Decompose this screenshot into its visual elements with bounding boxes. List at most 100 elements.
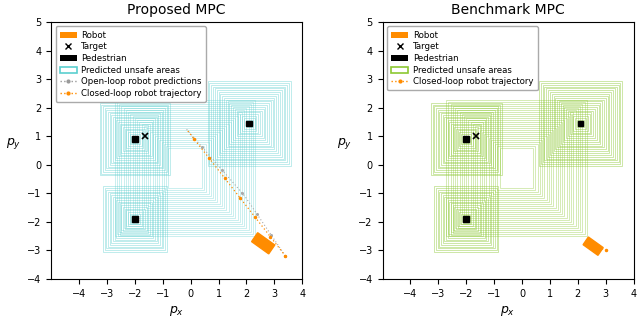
Bar	[477, 128, 556, 208]
Bar	[162, 142, 209, 194]
Bar	[444, 117, 488, 162]
Bar	[435, 186, 498, 252]
Bar	[570, 113, 591, 134]
Bar	[473, 124, 560, 212]
Bar	[120, 204, 150, 235]
Bar	[119, 104, 251, 232]
Bar	[458, 110, 575, 226]
Bar	[439, 191, 493, 247]
Bar	[128, 212, 141, 226]
Bar	[113, 197, 157, 242]
Bar	[453, 106, 580, 230]
Bar	[458, 210, 475, 228]
Bar	[122, 106, 249, 230]
Y-axis label: $p_y$: $p_y$	[337, 136, 352, 151]
Bar	[446, 119, 486, 160]
Bar	[231, 105, 268, 142]
Bar	[545, 87, 617, 160]
Bar	[131, 114, 240, 222]
Bar	[464, 116, 569, 220]
Bar	[148, 130, 222, 206]
Bar	[475, 126, 557, 210]
Bar	[100, 103, 170, 175]
Title: Proposed MPC: Proposed MPC	[127, 3, 226, 17]
Bar	[463, 136, 469, 142]
Bar	[463, 216, 469, 222]
Bar	[111, 195, 159, 243]
Bar	[229, 103, 269, 144]
Bar	[120, 124, 150, 155]
Bar	[233, 107, 266, 140]
Bar	[157, 138, 213, 198]
Bar	[126, 210, 143, 228]
Bar	[137, 120, 233, 216]
Bar	[106, 190, 163, 248]
Bar	[568, 111, 593, 136]
Bar	[123, 207, 147, 231]
Bar	[554, 96, 607, 151]
Bar	[452, 205, 480, 233]
Bar	[455, 108, 578, 228]
Bar	[246, 121, 252, 126]
Bar	[578, 121, 584, 126]
Bar	[115, 119, 155, 160]
Bar	[461, 134, 472, 145]
Bar	[556, 98, 606, 149]
Bar	[441, 113, 492, 165]
Bar	[458, 131, 475, 148]
Bar	[111, 115, 159, 163]
Bar	[561, 103, 600, 144]
Bar	[448, 120, 484, 158]
Bar	[108, 191, 162, 247]
Bar	[575, 118, 586, 129]
Bar	[122, 125, 148, 153]
Bar	[104, 188, 165, 250]
Bar	[435, 107, 498, 172]
Polygon shape	[252, 233, 275, 254]
Bar	[451, 124, 481, 155]
Bar	[109, 193, 160, 245]
Bar	[125, 209, 145, 230]
Bar	[130, 134, 140, 145]
Legend: Robot, Target, Pedestrian, Predicted unsafe areas, Closed-loop robot trajectory: Robot, Target, Pedestrian, Predicted uns…	[387, 27, 538, 90]
Legend: Robot, Target, Pedestrian, Predicted unsafe areas, Open-loop robot predictions, : Robot, Target, Pedestrian, Predicted uns…	[56, 27, 206, 102]
Bar	[101, 105, 168, 173]
Bar	[497, 146, 536, 190]
Bar	[449, 122, 483, 156]
Bar	[557, 100, 604, 147]
Bar	[239, 113, 260, 134]
Bar	[115, 100, 255, 236]
Bar	[128, 112, 242, 223]
Bar	[482, 132, 551, 204]
Bar	[215, 88, 284, 158]
Bar	[118, 202, 152, 236]
Bar	[456, 129, 476, 150]
Bar	[548, 90, 613, 157]
Bar	[116, 200, 154, 238]
Bar	[470, 122, 562, 214]
Bar	[131, 216, 138, 223]
Bar	[463, 216, 470, 223]
Y-axis label: $p_y$: $p_y$	[6, 136, 21, 151]
Bar	[439, 112, 493, 167]
Bar	[541, 83, 620, 164]
Bar	[123, 127, 147, 151]
Bar	[495, 144, 538, 192]
Bar	[479, 130, 553, 206]
Title: Benchmark MPC: Benchmark MPC	[451, 3, 565, 17]
Bar	[484, 134, 549, 202]
Bar	[222, 96, 276, 151]
Bar	[449, 102, 584, 234]
Bar	[577, 120, 584, 127]
Bar	[539, 81, 622, 166]
Bar	[103, 107, 167, 172]
Bar	[431, 103, 502, 175]
Bar	[486, 136, 547, 200]
Bar	[220, 94, 278, 153]
Bar	[109, 113, 160, 165]
Bar	[242, 116, 257, 131]
Bar	[155, 136, 215, 200]
Bar	[132, 216, 138, 222]
Bar	[135, 118, 236, 217]
Bar	[460, 132, 473, 146]
